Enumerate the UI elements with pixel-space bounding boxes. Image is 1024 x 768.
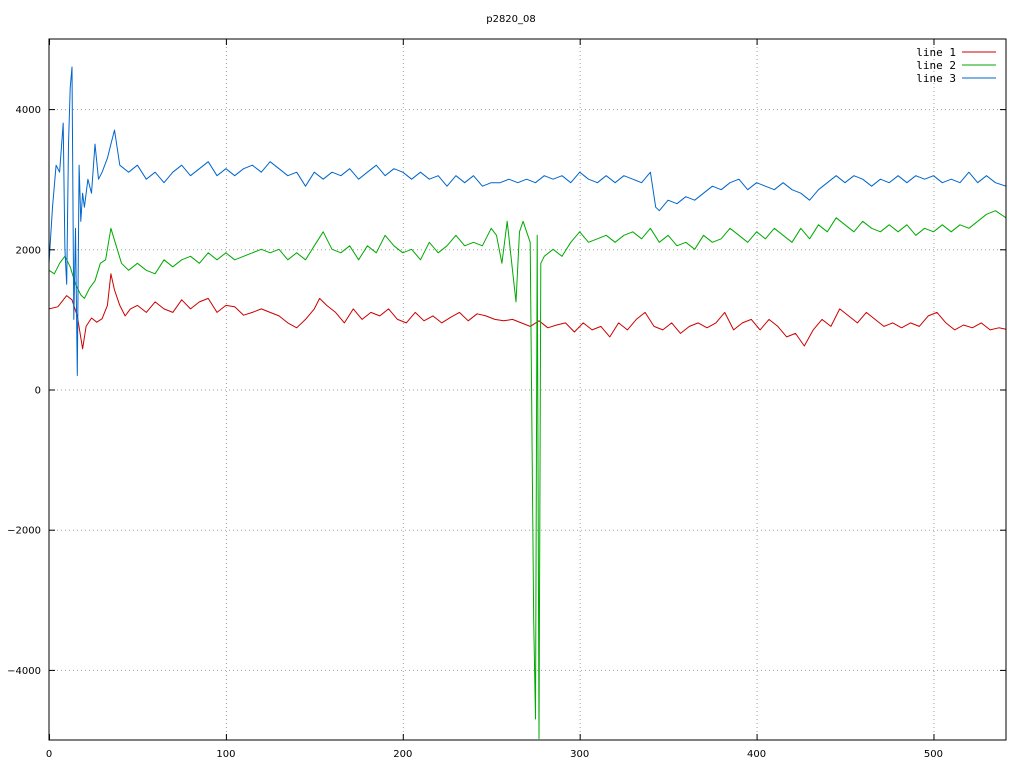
x-tick-label: 0 (46, 749, 52, 760)
x-tick-label: 300 (570, 749, 589, 760)
y-tick-label: 2000 (16, 245, 41, 256)
plot-frame (48, 38, 1007, 741)
grid-lines (49, 39, 1006, 740)
y-tick-label: −2000 (7, 526, 41, 537)
x-tick-label: 100 (216, 749, 235, 760)
y-tick-label: 0 (35, 386, 41, 397)
series-line-2 (49, 210, 1006, 740)
y-tick-label: −4000 (7, 666, 41, 677)
x-tick-label: 200 (393, 749, 412, 760)
x-tick-label: 400 (747, 749, 766, 760)
axes: 0 100 200 300 400 500 −4000 −2000 0 2000 4000 (7, 39, 1006, 760)
legend-label: line 3 (916, 72, 956, 85)
chart-title: p2820_08 (486, 14, 536, 25)
y-tick-label: 4000 (16, 105, 41, 116)
series-line-1 (49, 273, 1006, 350)
legend-label: line 2 (916, 59, 956, 72)
legend-label: line 1 (916, 46, 956, 59)
x-tick-label: 500 (924, 749, 943, 760)
series-lines (49, 66, 1006, 740)
series-line-3 (49, 66, 1006, 376)
